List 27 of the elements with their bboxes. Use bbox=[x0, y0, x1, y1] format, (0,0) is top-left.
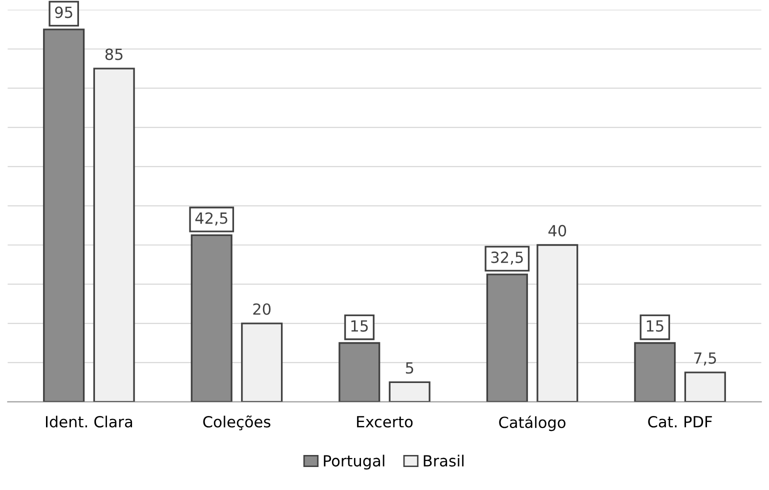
data-label: 15 bbox=[351, 320, 368, 332]
bar bbox=[388, 381, 430, 402]
legend-label: Portugal bbox=[324, 454, 384, 470]
data-label: 95 bbox=[55, 6, 72, 18]
bar bbox=[43, 28, 85, 402]
bar bbox=[241, 322, 283, 402]
bar bbox=[93, 68, 135, 402]
bar bbox=[190, 234, 232, 402]
legend-label: Brasil bbox=[424, 454, 464, 467]
data-label: 7,5 bbox=[694, 352, 716, 366]
x-tick-label: Catálogo bbox=[499, 416, 566, 432]
data-label: 32,5 bbox=[491, 252, 523, 265]
data-label: 40 bbox=[548, 224, 566, 236]
bar bbox=[684, 372, 726, 402]
bar bbox=[338, 342, 380, 402]
bar bbox=[486, 274, 528, 402]
x-tick-label: Cat. PDF bbox=[648, 416, 712, 428]
data-label: 85 bbox=[105, 48, 122, 60]
data-label: 42,5 bbox=[195, 212, 228, 226]
data-label: 15 bbox=[646, 320, 664, 332]
bar bbox=[536, 244, 578, 402]
data-label: 5 bbox=[406, 362, 414, 374]
x-tick-label: Ident. Clara bbox=[46, 416, 132, 428]
x-tick-label: Excerto bbox=[357, 416, 413, 428]
x-tick-label: Coleções bbox=[203, 415, 270, 430]
data-label: 20 bbox=[253, 303, 271, 315]
bar bbox=[634, 342, 676, 402]
